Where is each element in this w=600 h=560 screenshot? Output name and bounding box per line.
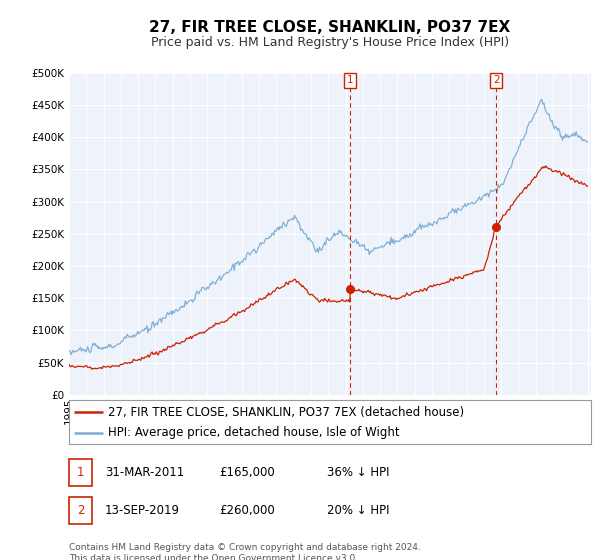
Text: £165,000: £165,000 <box>219 465 275 479</box>
Text: 2: 2 <box>77 504 84 517</box>
Text: 27, FIR TREE CLOSE, SHANKLIN, PO37 7EX (detached house): 27, FIR TREE CLOSE, SHANKLIN, PO37 7EX (… <box>108 406 464 419</box>
Text: HPI: Average price, detached house, Isle of Wight: HPI: Average price, detached house, Isle… <box>108 426 400 439</box>
Text: 1: 1 <box>77 465 84 479</box>
Text: 1: 1 <box>347 76 353 85</box>
Text: 20% ↓ HPI: 20% ↓ HPI <box>327 504 389 517</box>
Text: £260,000: £260,000 <box>219 504 275 517</box>
Text: Contains HM Land Registry data © Crown copyright and database right 2024.
This d: Contains HM Land Registry data © Crown c… <box>69 543 421 560</box>
Text: 36% ↓ HPI: 36% ↓ HPI <box>327 465 389 479</box>
Text: Price paid vs. HM Land Registry's House Price Index (HPI): Price paid vs. HM Land Registry's House … <box>151 36 509 49</box>
Text: 27, FIR TREE CLOSE, SHANKLIN, PO37 7EX: 27, FIR TREE CLOSE, SHANKLIN, PO37 7EX <box>149 20 511 35</box>
Text: 31-MAR-2011: 31-MAR-2011 <box>105 465 184 479</box>
Text: 2: 2 <box>493 76 499 85</box>
Text: 13-SEP-2019: 13-SEP-2019 <box>105 504 180 517</box>
